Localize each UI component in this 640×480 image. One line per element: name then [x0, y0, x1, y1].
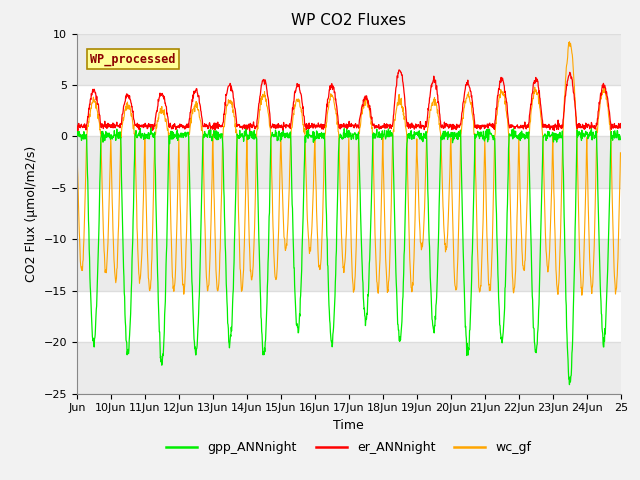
Bar: [77, 136, 621, 188]
Legend: gpp_ANNnight, er_ANNnight, wc_gf: gpp_ANNnight, er_ANNnight, wc_gf: [161, 436, 536, 459]
Bar: [77, 34, 621, 85]
Title: WP CO2 Fluxes: WP CO2 Fluxes: [291, 13, 406, 28]
Bar: [77, 342, 621, 394]
Text: WP_processed: WP_processed: [90, 52, 176, 66]
Bar: [77, 240, 621, 291]
X-axis label: Time: Time: [333, 419, 364, 432]
Y-axis label: CO2 Flux (μmol/m2/s): CO2 Flux (μmol/m2/s): [25, 145, 38, 282]
